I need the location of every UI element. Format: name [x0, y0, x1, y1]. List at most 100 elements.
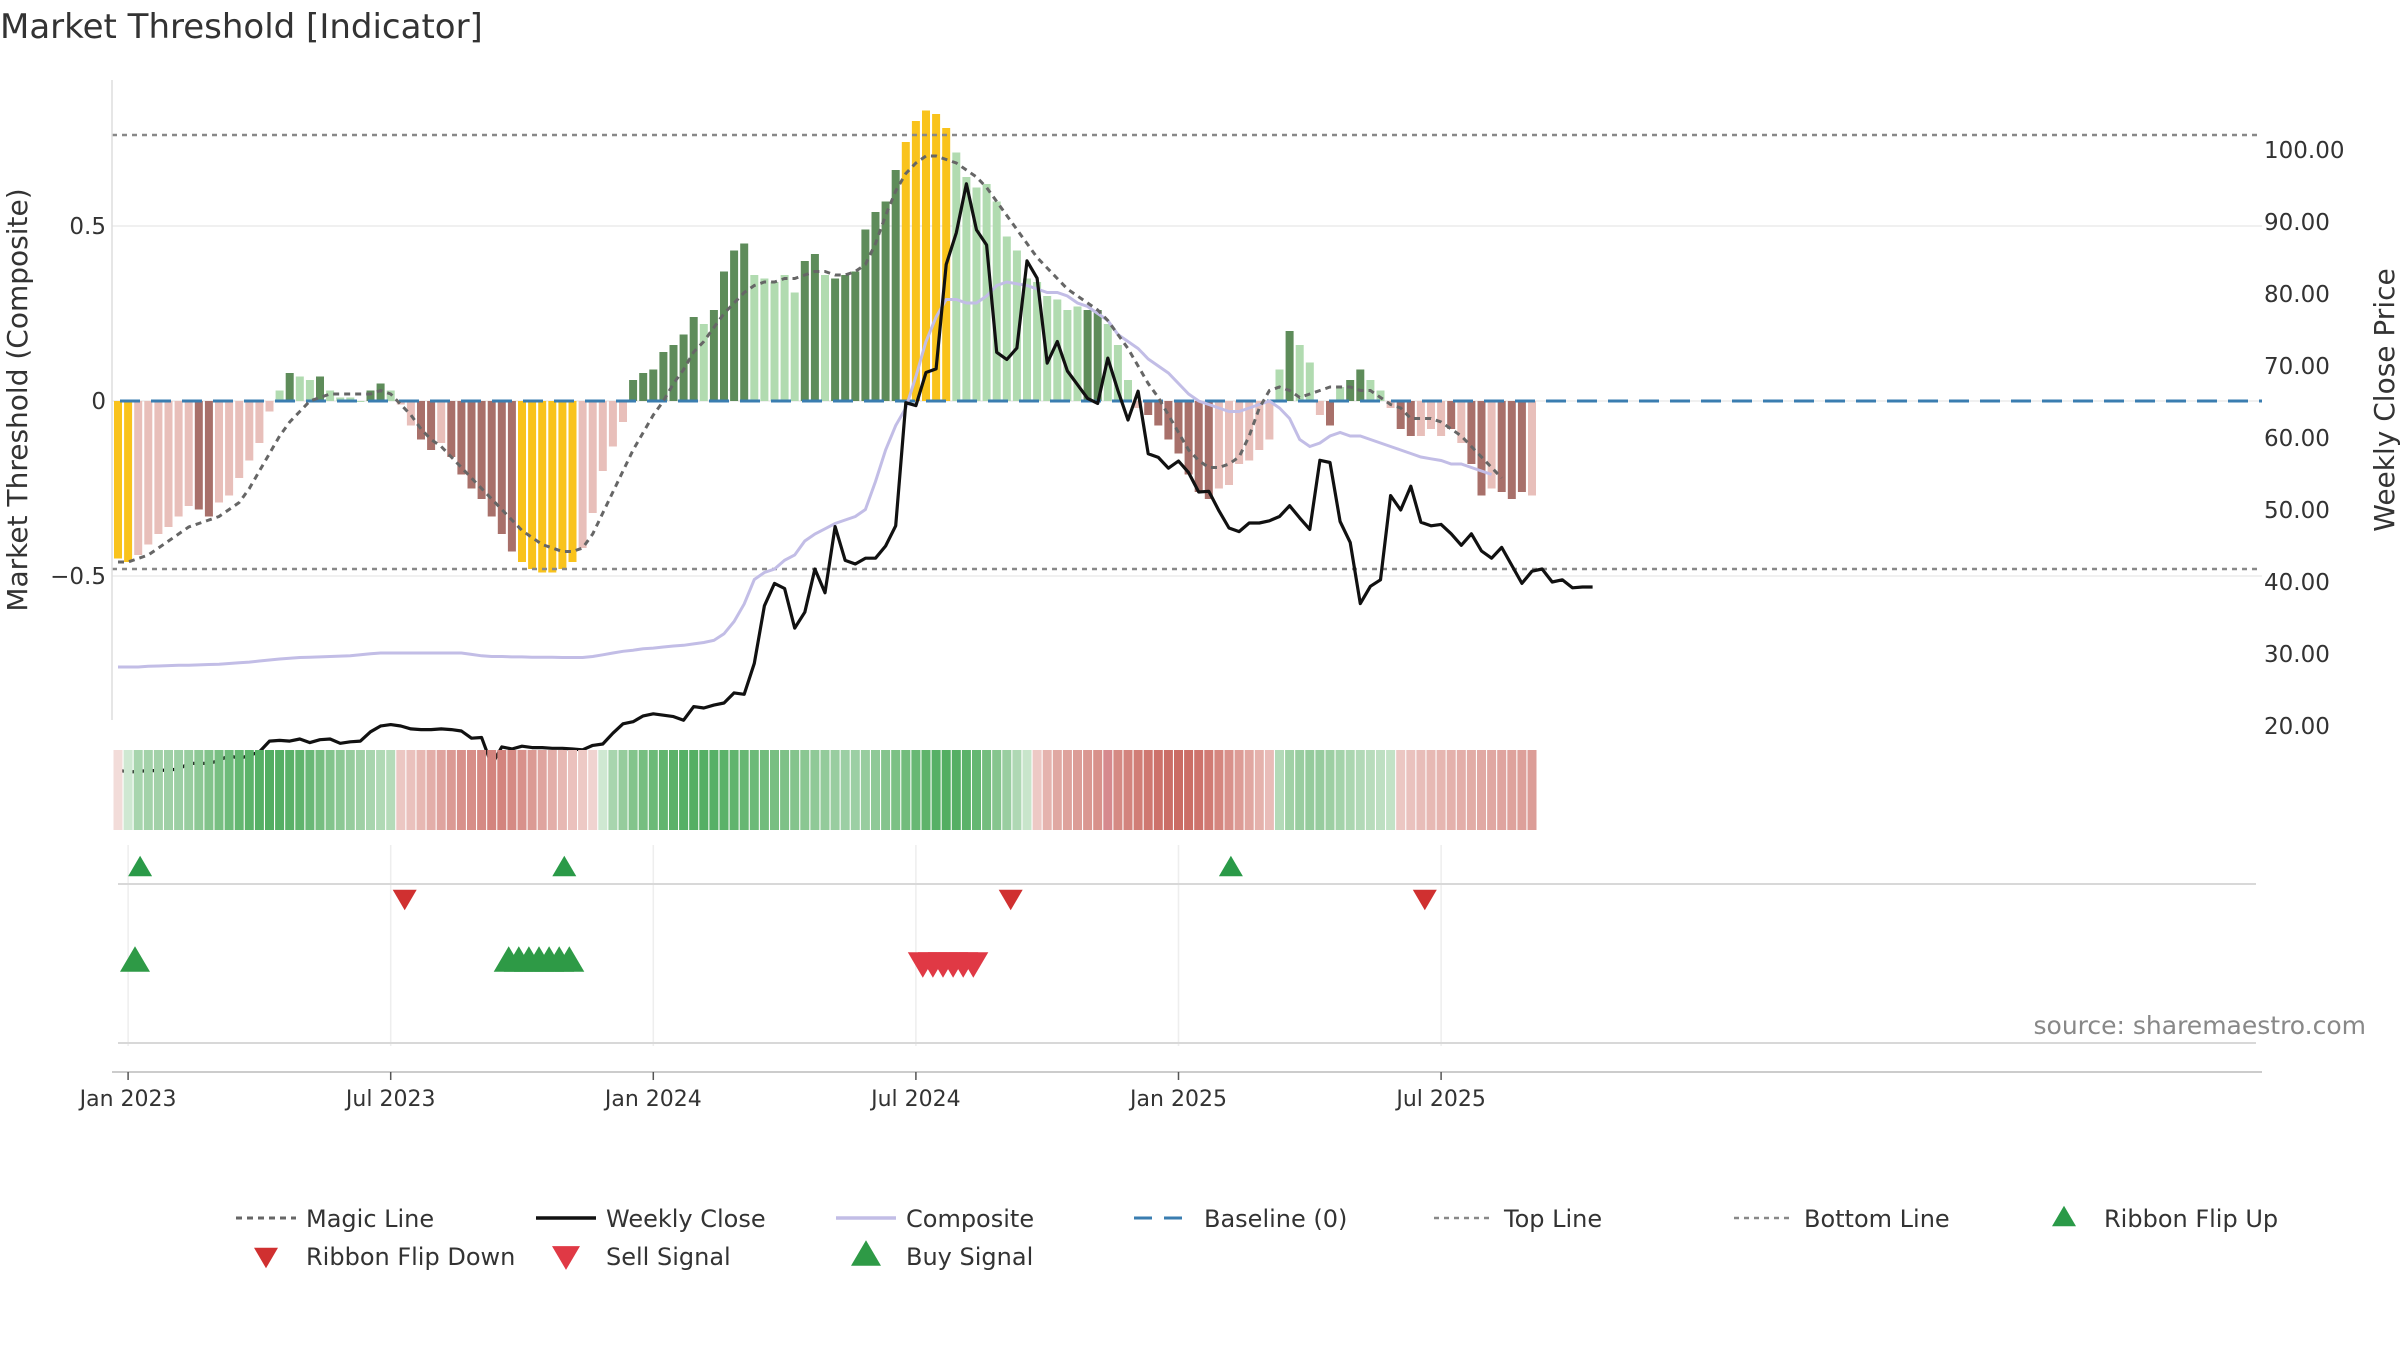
ribbon-segment — [982, 750, 992, 830]
composite-bar — [396, 401, 405, 405]
composite-bar — [1154, 401, 1163, 426]
ribbon-segment — [1315, 750, 1325, 830]
ribbon-segment — [416, 750, 426, 830]
ribbon-segment — [547, 750, 557, 830]
ribbon-segment — [1527, 750, 1537, 830]
composite-bar — [265, 401, 274, 412]
composite-bar — [629, 380, 638, 401]
ribbon-segment — [1103, 750, 1113, 830]
composite-bar — [1305, 362, 1314, 401]
ribbon-segment — [285, 750, 295, 830]
composite-bar — [619, 401, 627, 422]
composite-bar — [1427, 401, 1435, 429]
legend-label: Top Line — [1503, 1205, 1602, 1233]
ribbon-segment — [123, 750, 133, 830]
composite-bar — [1002, 236, 1011, 401]
ribbon-segment — [941, 750, 951, 830]
ribbon-segment — [1224, 750, 1234, 830]
composite-bar — [730, 250, 739, 401]
legend-item-flipup: Ribbon Flip Up — [2052, 1205, 2278, 1233]
composite-bar — [1467, 401, 1476, 464]
composite-bar — [608, 401, 617, 447]
composite-bar — [437, 401, 446, 443]
series-lines — [117, 154, 1593, 774]
ribbon-segment — [557, 750, 567, 830]
left-tick-label: 0 — [91, 389, 106, 415]
x-tick-label: Jan 2024 — [603, 1087, 702, 1112]
legend-label: Weekly Close — [606, 1205, 766, 1233]
buy-signal-marker — [554, 946, 585, 972]
ribbon-segment — [295, 750, 305, 830]
ribbon-segment — [1254, 750, 1264, 830]
ribbon-segment — [1042, 750, 1052, 830]
composite-bar — [376, 383, 385, 401]
composite-bar — [518, 401, 526, 562]
ribbon-segment — [305, 750, 315, 830]
ribbon-segment — [638, 750, 648, 830]
ribbon-segment — [618, 750, 628, 830]
legend-label: Bottom Line — [1804, 1205, 1950, 1233]
composite-bar — [356, 401, 365, 402]
y-axis-label-right: Weekly Close Price — [2368, 268, 2400, 531]
composite-bar — [255, 401, 264, 443]
ribbon-segment — [1093, 750, 1103, 830]
ribbon-segment — [800, 750, 810, 830]
composite-bar — [184, 401, 193, 506]
right-tick-label: 80.00 — [2264, 282, 2330, 308]
ribbon-segment — [396, 750, 406, 830]
ribbon-segment — [669, 750, 678, 830]
composite-bar — [992, 201, 1001, 401]
ribbon-segment — [1113, 750, 1123, 830]
ribbon-segment — [1376, 750, 1385, 830]
ribbon-segment — [1174, 750, 1183, 830]
ribbon-segment — [871, 750, 880, 830]
ribbon-segment — [951, 750, 961, 830]
ribbon-segment — [578, 750, 588, 830]
composite-bar — [497, 401, 506, 534]
legend-swatch-flip-up — [2052, 1205, 2076, 1227]
composite-bar — [305, 380, 314, 401]
ribbon-segment — [477, 750, 487, 830]
ribbon-segment — [1517, 750, 1527, 830]
composite-bar — [790, 292, 799, 401]
ribbon-segment — [1083, 750, 1093, 830]
right-tick-label: 40.00 — [2264, 570, 2330, 596]
ribbon-segment — [1153, 750, 1163, 830]
ribbon-segment — [699, 750, 709, 830]
ribbon-segment — [446, 750, 456, 830]
composite-bar — [164, 401, 173, 527]
ribbon-segment — [1305, 750, 1315, 830]
ribbon-segment — [860, 750, 870, 830]
ribbon-segment — [1184, 750, 1194, 830]
composite-bar — [467, 401, 476, 489]
ribbon-segment — [689, 750, 699, 830]
ribbon-segment — [1396, 750, 1406, 830]
ribbon-segment — [1234, 750, 1244, 830]
composite-bar — [316, 376, 324, 401]
composite-bar — [528, 401, 537, 569]
ribbon-segment — [729, 750, 739, 830]
ribbon-segment — [214, 750, 224, 830]
composite-bar — [982, 184, 991, 401]
ribbon-segment — [204, 750, 214, 830]
composite-bar — [962, 177, 971, 401]
composite-bar — [275, 390, 284, 401]
ribbon-segment — [275, 750, 285, 830]
legend-item-baseline: Baseline (0) — [1134, 1205, 1347, 1233]
ribbon-segment — [1264, 750, 1274, 830]
ribbon-segment — [1194, 750, 1204, 830]
ribbon-segment — [1285, 750, 1295, 830]
composite-bar — [841, 275, 850, 401]
composite-bar — [154, 401, 163, 534]
composite-bar — [881, 201, 890, 401]
composite-bar — [487, 401, 496, 517]
chart-title: Market Threshold [Indicator] — [0, 7, 483, 47]
ribbon-segment — [759, 750, 769, 830]
composite-bar — [639, 373, 648, 401]
composite-bar — [1214, 401, 1223, 489]
legend-item-magic: Magic Line — [236, 1205, 434, 1233]
legend-label: Sell Signal — [606, 1243, 731, 1271]
legend-label: Ribbon Flip Down — [306, 1243, 515, 1271]
ribbon-segment — [366, 750, 375, 830]
y-axis-label-left: Market Threshold (Composite) — [1, 188, 34, 611]
